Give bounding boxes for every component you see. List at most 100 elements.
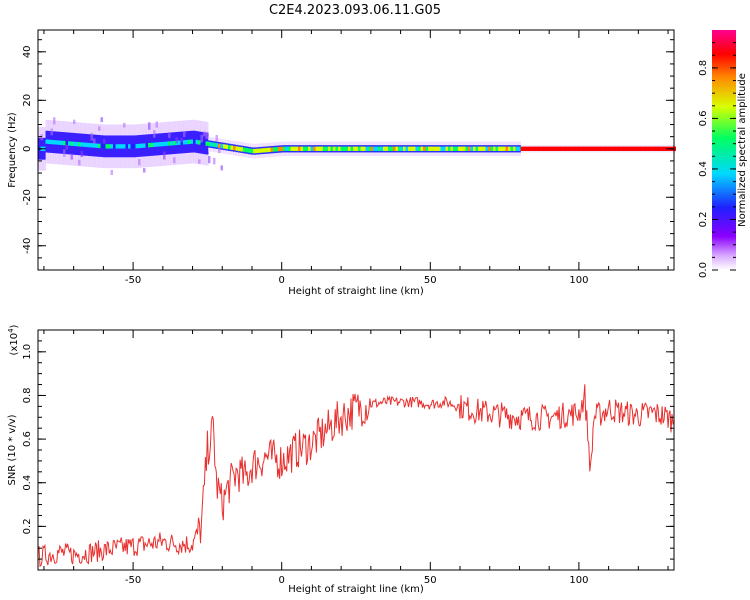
spectrogram-ridge-cell: [93, 143, 96, 148]
spectrogram-ridge-cell: [610, 146, 614, 151]
spectrogram-ridge-cell: [108, 144, 111, 149]
spectrogram-y-axis-label: Frequency (Hz): [7, 112, 18, 188]
spectrogram-ridge-cell: [530, 146, 534, 151]
spectrogram-ridge-cell: [348, 146, 351, 151]
spectrogram-frame: [37, 29, 675, 271]
spectrogram-ridge-cell: [605, 146, 609, 151]
spectrogram-ridge-cell: [203, 141, 206, 146]
spectrogram-ridge-cell: [265, 147, 269, 153]
snr-exponent-label: (x104): [7, 324, 20, 355]
spectrogram-ridge-cell: [148, 142, 151, 148]
spectrogram-noise-cell: [215, 135, 218, 142]
spectrogram-noise-cell: [205, 131, 208, 140]
spectrogram-ridge-cell: [655, 146, 659, 151]
spectrogram-ridge-cell: [463, 146, 466, 151]
spectrogram-ridge-cell: [445, 146, 449, 151]
spectrogram-ridge-cell: [635, 146, 639, 151]
colorbar-tick-label: 0.0: [698, 262, 709, 278]
spectrogram-ridge-cell: [418, 146, 421, 151]
snr-background: [38, 330, 674, 570]
spectrogram-ridge-cell: [638, 146, 641, 151]
spectrogram-ridge-cell: [618, 146, 621, 151]
spectrogram-ridge-cell: [250, 148, 254, 154]
spectrogram-ridge-cell: [623, 146, 626, 151]
spectrogram-ridge-cell: [110, 144, 114, 149]
spectrogram-ridge-cell: [370, 146, 374, 151]
spectrogram-noise-cell: [175, 137, 178, 144]
x-tick-label: 100: [569, 275, 588, 286]
spectrogram-ridge-cell: [385, 146, 389, 151]
spectrogram-ridge-cell: [393, 146, 396, 151]
chart-title: C2E4.2023.093.06.11.G05: [269, 3, 441, 18]
x-tick-label: -50: [125, 275, 141, 286]
spectrogram-noise-cell: [180, 137, 183, 143]
spectrogram-ridge-cell: [648, 146, 651, 151]
spectrogram-ridge-cell: [490, 146, 494, 151]
x-tick-label: 0: [279, 275, 285, 286]
colorbar-label: Normalized spectral amplitude: [737, 73, 748, 227]
spectrogram-ridge-cell: [343, 146, 346, 151]
spectrogram-ridge-cell: [168, 141, 171, 146]
spectrogram-ridge-cell: [345, 146, 349, 151]
spectrogram-ridge-cell: [113, 144, 116, 149]
spectrogram-ridge-cell: [580, 146, 584, 151]
spectrogram-noise-cell: [73, 119, 76, 124]
spectrogram-ridge-cell: [158, 142, 161, 147]
colorbar-tick-label: 0.4: [698, 161, 709, 177]
spectrogram-noise-cell: [100, 117, 103, 123]
spectrogram-ridge-cell: [165, 141, 169, 146]
spectrogram-ridge-cell: [528, 146, 531, 151]
spectrogram-ridge-cell: [60, 140, 64, 146]
spectrogram-ridge-cell: [415, 146, 419, 151]
spectrogram-ridge-cell: [360, 146, 364, 151]
spectrogram-ridge-cell: [213, 142, 216, 148]
spectrogram-ridge-cell: [663, 146, 666, 151]
spectrogram-ridge-cell: [125, 144, 129, 149]
spectrogram-ridge-cell: [650, 146, 654, 151]
spectrogram-ridge-cell: [173, 140, 176, 146]
spectrogram-ridge-cell: [443, 146, 446, 151]
spectrogram-ridge-cell: [278, 146, 281, 152]
spectrogram-noise-cell: [198, 159, 201, 164]
spectrogram-ridge-cell: [193, 139, 196, 144]
spectrogram-ridge-cell: [150, 142, 154, 148]
spectrogram-ridge-cell: [123, 144, 126, 149]
spectrogram-ridge-cell: [388, 146, 391, 151]
spectrogram-ridge-cell: [633, 146, 636, 151]
spectrogram-ridge-cell: [118, 144, 121, 149]
spectrogram-ridge-cell: [208, 141, 211, 147]
spectrogram-ridge-cell: [163, 141, 166, 147]
spectrogram-ridge-cell: [238, 146, 241, 152]
spectrogram-ridge-cell: [518, 146, 521, 151]
spectrogram-ridge-cell: [198, 140, 201, 145]
spectrogram-noise-cell: [98, 126, 101, 131]
spectrogram-ridge-cell: [315, 146, 319, 151]
spectrogram-ridge-cell: [563, 146, 566, 151]
spectrogram-noise-cell: [63, 149, 66, 157]
spectrogram-ridge-cell: [263, 148, 266, 153]
spectrogram-ridge-cell: [328, 146, 331, 151]
spectrogram-ridge-cell: [285, 146, 289, 151]
spectrogram-ridge-cell: [440, 146, 444, 151]
spectrogram-ridge-cell: [100, 143, 104, 149]
spectrogram-ridge-cell: [570, 146, 574, 151]
spectrogram-noise-cell: [213, 157, 216, 165]
spectrogram-ridge-cell: [210, 142, 214, 147]
spectrogram-ridge-cell: [433, 146, 436, 151]
spectrogram-x-axis-label: Height of straight line (km): [288, 286, 424, 297]
spectrogram-ridge-cell: [288, 146, 291, 151]
spectrogram-ridge-cell: [468, 146, 471, 151]
spectrogram-ridge-cell: [553, 146, 556, 151]
spectrogram-noise-cell: [183, 131, 186, 138]
spectrogram-ridge-cell: [550, 146, 554, 151]
spectrogram-ridge-cell: [628, 146, 631, 151]
spectrogram-noise-cell: [148, 122, 151, 130]
spectrogram-noise-cell: [53, 117, 56, 125]
spectrogram-ridge-cell: [543, 146, 546, 151]
spectrogram-ridge-cell: [475, 146, 479, 151]
spectrogram-ridge-cell: [410, 146, 414, 151]
spectrogram-ridge-cell: [350, 146, 354, 151]
spectrogram-ridge-cell: [480, 146, 484, 151]
spectrogram-ridge-cell: [608, 146, 611, 151]
